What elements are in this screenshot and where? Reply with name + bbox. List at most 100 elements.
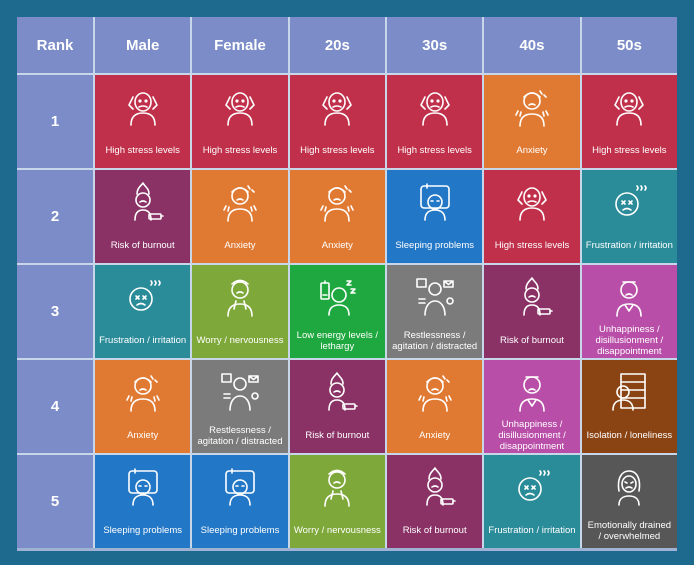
table-cell: High stress levels <box>289 75 385 168</box>
table-cell: Sleeping problems <box>95 455 191 548</box>
cell-label: High stress levels <box>397 145 472 156</box>
low-energy-icon <box>315 275 359 319</box>
anxious-person-icon <box>315 180 359 224</box>
table-cell: Worry / nervousness <box>289 455 385 548</box>
cell-label: Unhappiness / disillusionment / disappoi… <box>498 419 566 452</box>
cell-label: Anxiety <box>419 430 451 441</box>
sleeping-problems-icon <box>218 465 262 509</box>
cell-label: Anxiety <box>127 430 159 441</box>
burnout-icon <box>121 180 165 224</box>
sleeping-problems-icon <box>413 180 457 224</box>
table-cell: Risk of burnout <box>95 170 191 263</box>
cell-label: Risk of burnout <box>110 240 175 251</box>
cell-label: Anxiety <box>321 240 353 251</box>
table-cell: Unhappiness / disillusionment / disappoi… <box>581 265 677 358</box>
cell-label: Sleeping problems <box>395 240 474 251</box>
cell-label: Restlessness / agitation / distracted <box>392 329 478 352</box>
table-cell: High stress levels <box>484 170 580 263</box>
cell-label: Frustration / irritation <box>488 525 576 536</box>
table-cell: Low energy levels / lethargy <box>289 265 385 358</box>
table-cell: High stress levels <box>192 75 288 168</box>
cell-label: High stress levels <box>105 145 180 156</box>
frustrated-face-icon <box>607 180 651 224</box>
cell-label: High stress levels <box>202 145 278 156</box>
stressed-person-icon <box>218 85 262 129</box>
stressed-person-icon <box>121 85 165 129</box>
frustrated-face-icon <box>121 275 165 319</box>
anxious-person-icon <box>121 370 165 414</box>
rank-cell: 2 <box>17 170 93 263</box>
unhappy-person-icon <box>607 275 651 319</box>
column-header-30s: 30s <box>387 17 483 73</box>
rank-cell: 3 <box>17 265 93 358</box>
rank-cell: 1 <box>17 75 93 168</box>
table-cell: Anxiety <box>192 170 288 263</box>
anxious-person-icon <box>218 180 262 224</box>
table-cell: Sleeping problems <box>387 170 483 263</box>
cell-label: Frustration / irritation <box>99 335 187 346</box>
cell-label: Frustration / irritation <box>585 240 673 251</box>
restless-person-icon <box>218 370 262 414</box>
rank-cell: 4 <box>17 360 93 453</box>
sleeping-problems-icon <box>121 465 165 509</box>
column-header-20s: 20s <box>289 17 385 73</box>
cell-label: Emotionally drained / overwhelmed <box>587 519 672 542</box>
cell-label: Risk of burnout <box>402 525 467 536</box>
table-cell: Anxiety <box>289 170 385 263</box>
burnout-icon <box>510 275 554 319</box>
stressed-person-icon <box>607 85 651 129</box>
cell-label: Anxiety <box>516 145 548 156</box>
table-cell: Restlessness / agitation / distracted <box>192 360 288 453</box>
cell-label: Isolation / loneliness <box>586 430 673 441</box>
table-cell: Anxiety <box>95 360 191 453</box>
table-cell: High stress levels <box>387 75 483 168</box>
table-cell: Emotionally drained / overwhelmed <box>581 455 677 548</box>
restless-person-icon <box>413 275 457 319</box>
stressed-person-icon <box>510 180 554 224</box>
column-header-rank: Rank <box>17 17 93 73</box>
column-header-50s: 50s <box>581 17 677 73</box>
cell-label: High stress levels <box>592 145 667 156</box>
cell-label: Low energy levels / lethargy <box>296 329 378 352</box>
anxious-person-icon <box>510 85 554 129</box>
cell-label: High stress levels <box>494 240 570 251</box>
cell-label: Sleeping problems <box>200 525 280 536</box>
cell-label: Worry / nervousness <box>196 335 284 346</box>
table-cell: Anxiety <box>387 360 483 453</box>
cell-label: Sleeping problems <box>103 525 182 536</box>
anxious-person-icon <box>413 370 457 414</box>
table-cell: Frustration / irritation <box>95 265 191 358</box>
cell-label: Worry / nervousness <box>293 525 381 536</box>
burnout-icon <box>413 465 457 509</box>
table-cell: Risk of burnout <box>387 455 483 548</box>
table-cell: Risk of burnout <box>289 360 385 453</box>
burnout-icon <box>315 370 359 414</box>
isolation-icon <box>607 370 651 414</box>
cell-label: Unhappiness / disillusionment / disappoi… <box>595 324 664 357</box>
unhappy-person-icon <box>510 370 554 414</box>
column-header-female: Female <box>192 17 288 73</box>
table-cell: Anxiety <box>484 75 580 168</box>
table-cell: High stress levels <box>581 75 677 168</box>
worried-person-icon <box>315 465 359 509</box>
table-cell: Frustration / irritation <box>484 455 580 548</box>
cell-label: Risk of burnout <box>500 335 564 346</box>
table-cell: Unhappiness / disillusionment / disappoi… <box>484 360 580 453</box>
stressed-person-icon <box>413 85 457 129</box>
table-cell: High stress levels <box>95 75 191 168</box>
table-cell: Risk of burnout <box>484 265 580 358</box>
drained-person-icon <box>607 465 651 509</box>
rank-cell: 5 <box>17 455 93 548</box>
table-cell: Restlessness / agitation / distracted <box>387 265 483 358</box>
table-cell: Frustration / irritation <box>581 170 677 263</box>
cell-label: Restlessness / agitation / distracted <box>197 424 283 447</box>
column-header-40s: 40s <box>484 17 580 73</box>
ranking-table: Rank Male Female 20s 30s 40s 50s 1 High stress l… <box>17 17 677 551</box>
cell-label: High stress levels <box>300 145 375 156</box>
stressed-person-icon <box>315 85 359 129</box>
table-cell: Worry / nervousness <box>192 265 288 358</box>
cell-label: Risk of burnout <box>305 430 370 441</box>
frustrated-face-icon <box>510 465 554 509</box>
column-header-male: Male <box>95 17 191 73</box>
worried-person-icon <box>218 275 262 319</box>
